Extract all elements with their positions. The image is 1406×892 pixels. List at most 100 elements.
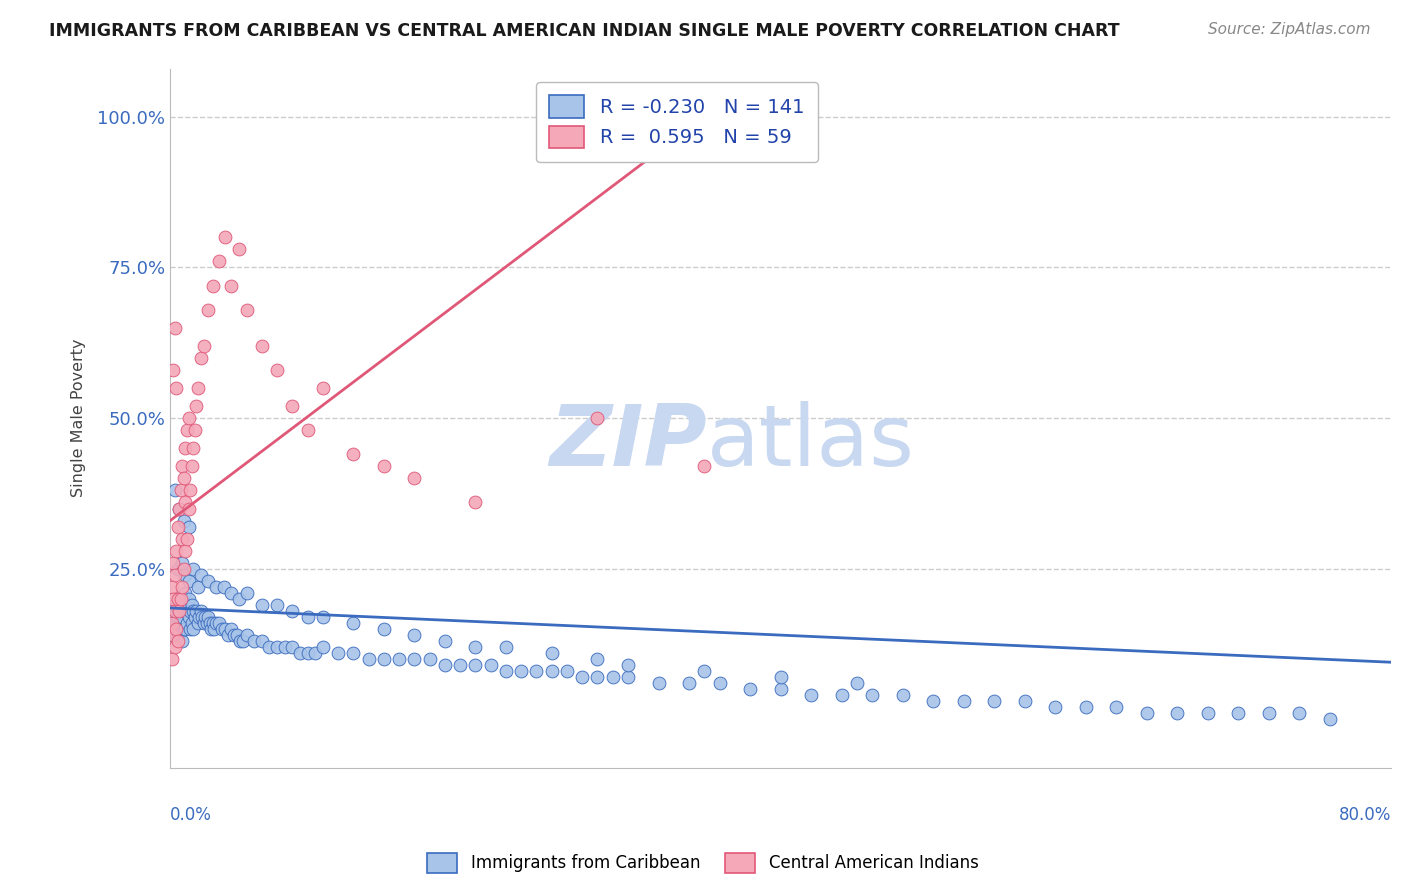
- Point: [181, 562, 204, 576]
- Point: [586, 670, 609, 684]
- Point: [449, 658, 471, 673]
- Point: [170, 615, 193, 630]
- Text: 0.0%: 0.0%: [170, 806, 212, 824]
- Point: [219, 278, 242, 293]
- Point: [163, 567, 186, 582]
- Point: [357, 652, 380, 666]
- Point: [1014, 694, 1036, 708]
- Point: [433, 634, 456, 648]
- Text: IMMIGRANTS FROM CARIBBEAN VS CENTRAL AMERICAN INDIAN SINGLE MALE POVERTY CORRELA: IMMIGRANTS FROM CARIBBEAN VS CENTRAL AME…: [49, 22, 1119, 40]
- Point: [208, 615, 231, 630]
- Point: [312, 381, 335, 395]
- Point: [219, 586, 242, 600]
- Point: [1074, 700, 1097, 714]
- Point: [464, 495, 486, 509]
- Point: [181, 442, 204, 456]
- Point: [250, 339, 273, 353]
- Point: [235, 628, 257, 642]
- Point: [165, 622, 187, 636]
- Point: [172, 610, 194, 624]
- Point: [433, 658, 456, 673]
- Point: [162, 610, 184, 624]
- Point: [1105, 700, 1128, 714]
- Point: [235, 302, 257, 317]
- Point: [160, 615, 183, 630]
- Point: [266, 598, 288, 612]
- Point: [312, 610, 335, 624]
- Point: [693, 665, 716, 679]
- Y-axis label: Single Male Poverty: Single Male Poverty: [72, 339, 86, 498]
- Point: [169, 501, 191, 516]
- Point: [176, 423, 198, 437]
- Point: [160, 604, 183, 618]
- Point: [281, 399, 304, 413]
- Point: [235, 586, 257, 600]
- Point: [177, 591, 200, 606]
- Point: [250, 634, 273, 648]
- Point: [173, 562, 195, 576]
- Point: [800, 689, 823, 703]
- Point: [219, 622, 242, 636]
- Point: [197, 574, 219, 588]
- Point: [169, 501, 191, 516]
- Point: [163, 604, 186, 618]
- Point: [404, 471, 426, 485]
- Legend: R = -0.230   N = 141, R =  0.595   N = 59: R = -0.230 N = 141, R = 0.595 N = 59: [536, 82, 818, 161]
- Point: [179, 604, 201, 618]
- Point: [160, 652, 183, 666]
- Point: [224, 628, 246, 642]
- Point: [177, 501, 200, 516]
- Point: [174, 495, 197, 509]
- Text: ZIP: ZIP: [550, 401, 707, 484]
- Point: [169, 622, 191, 636]
- Point: [228, 243, 250, 257]
- Point: [174, 586, 197, 600]
- Point: [173, 622, 195, 636]
- Point: [586, 652, 609, 666]
- Point: [187, 381, 209, 395]
- Point: [186, 604, 208, 618]
- Point: [232, 634, 254, 648]
- Point: [172, 634, 194, 648]
- Point: [204, 622, 226, 636]
- Point: [228, 591, 250, 606]
- Point: [602, 670, 624, 684]
- Point: [163, 320, 186, 334]
- Point: [201, 278, 224, 293]
- Point: [162, 556, 184, 570]
- Point: [176, 615, 198, 630]
- Point: [229, 634, 252, 648]
- Point: [187, 580, 209, 594]
- Point: [198, 615, 221, 630]
- Point: [586, 411, 609, 425]
- Point: [163, 622, 186, 636]
- Point: [312, 640, 335, 655]
- Point: [342, 447, 364, 461]
- Point: [174, 604, 197, 618]
- Point: [952, 694, 974, 708]
- Point: [214, 622, 236, 636]
- Point: [166, 591, 188, 606]
- Point: [197, 302, 219, 317]
- Point: [170, 598, 193, 612]
- Point: [1045, 700, 1067, 714]
- Point: [217, 628, 239, 642]
- Point: [166, 634, 188, 648]
- Point: [342, 646, 364, 660]
- Point: [166, 519, 188, 533]
- Point: [404, 628, 426, 642]
- Point: [540, 665, 562, 679]
- Point: [163, 640, 186, 655]
- Point: [288, 646, 311, 660]
- Point: [1258, 706, 1281, 721]
- Point: [540, 646, 562, 660]
- Point: [177, 610, 200, 624]
- Point: [1319, 713, 1341, 727]
- Point: [281, 640, 304, 655]
- Point: [678, 676, 700, 690]
- Point: [860, 689, 883, 703]
- Point: [193, 615, 215, 630]
- Point: [464, 658, 486, 673]
- Point: [169, 604, 191, 618]
- Point: [173, 514, 195, 528]
